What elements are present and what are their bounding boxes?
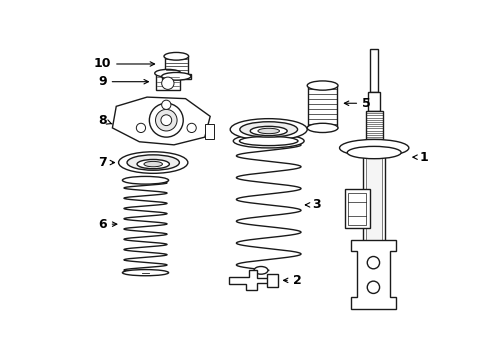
Bar [366, 157, 381, 242]
Ellipse shape [239, 136, 297, 145]
Ellipse shape [339, 139, 408, 156]
Text: 10: 10 [93, 58, 154, 71]
Ellipse shape [230, 119, 306, 140]
Ellipse shape [346, 147, 400, 159]
Ellipse shape [122, 176, 168, 184]
Bar [369, 49, 377, 92]
Text: 3: 3 [305, 198, 320, 211]
Ellipse shape [239, 122, 297, 137]
Text: 9: 9 [98, 75, 148, 88]
Bar [344, 189, 369, 228]
Polygon shape [228, 270, 268, 289]
Bar [365, 111, 382, 139]
Text: 5: 5 [344, 97, 370, 110]
Text: 4: 4 [310, 123, 325, 136]
Bar [164, 56, 187, 76]
Circle shape [161, 115, 171, 126]
Ellipse shape [306, 81, 337, 90]
Bar [347, 193, 366, 225]
Circle shape [149, 103, 183, 137]
Circle shape [162, 100, 171, 109]
Bar [204, 124, 214, 139]
Bar [367, 92, 380, 111]
Ellipse shape [137, 159, 169, 169]
Ellipse shape [143, 161, 162, 167]
Bar [155, 73, 180, 90]
Ellipse shape [162, 72, 190, 80]
Ellipse shape [118, 152, 187, 173]
Text: 2: 2 [283, 274, 301, 287]
Bar [266, 274, 277, 287]
Circle shape [162, 77, 174, 89]
Text: 8: 8 [98, 114, 112, 127]
Ellipse shape [250, 126, 286, 136]
Bar [363, 156, 384, 243]
Circle shape [366, 256, 379, 269]
Circle shape [366, 281, 379, 293]
Text: 1: 1 [412, 150, 428, 164]
Bar [307, 86, 337, 128]
Text: 6: 6 [98, 218, 117, 231]
Ellipse shape [154, 69, 181, 77]
Ellipse shape [257, 128, 279, 134]
Bar [162, 74, 190, 78]
Circle shape [155, 109, 177, 131]
Ellipse shape [233, 134, 304, 148]
Polygon shape [112, 97, 210, 145]
Circle shape [136, 123, 145, 132]
Text: 7: 7 [98, 156, 114, 169]
Ellipse shape [127, 155, 179, 170]
Ellipse shape [163, 53, 188, 60]
Ellipse shape [306, 123, 337, 132]
Circle shape [186, 123, 196, 132]
Ellipse shape [254, 266, 267, 274]
Ellipse shape [122, 270, 168, 276]
Polygon shape [350, 239, 395, 309]
